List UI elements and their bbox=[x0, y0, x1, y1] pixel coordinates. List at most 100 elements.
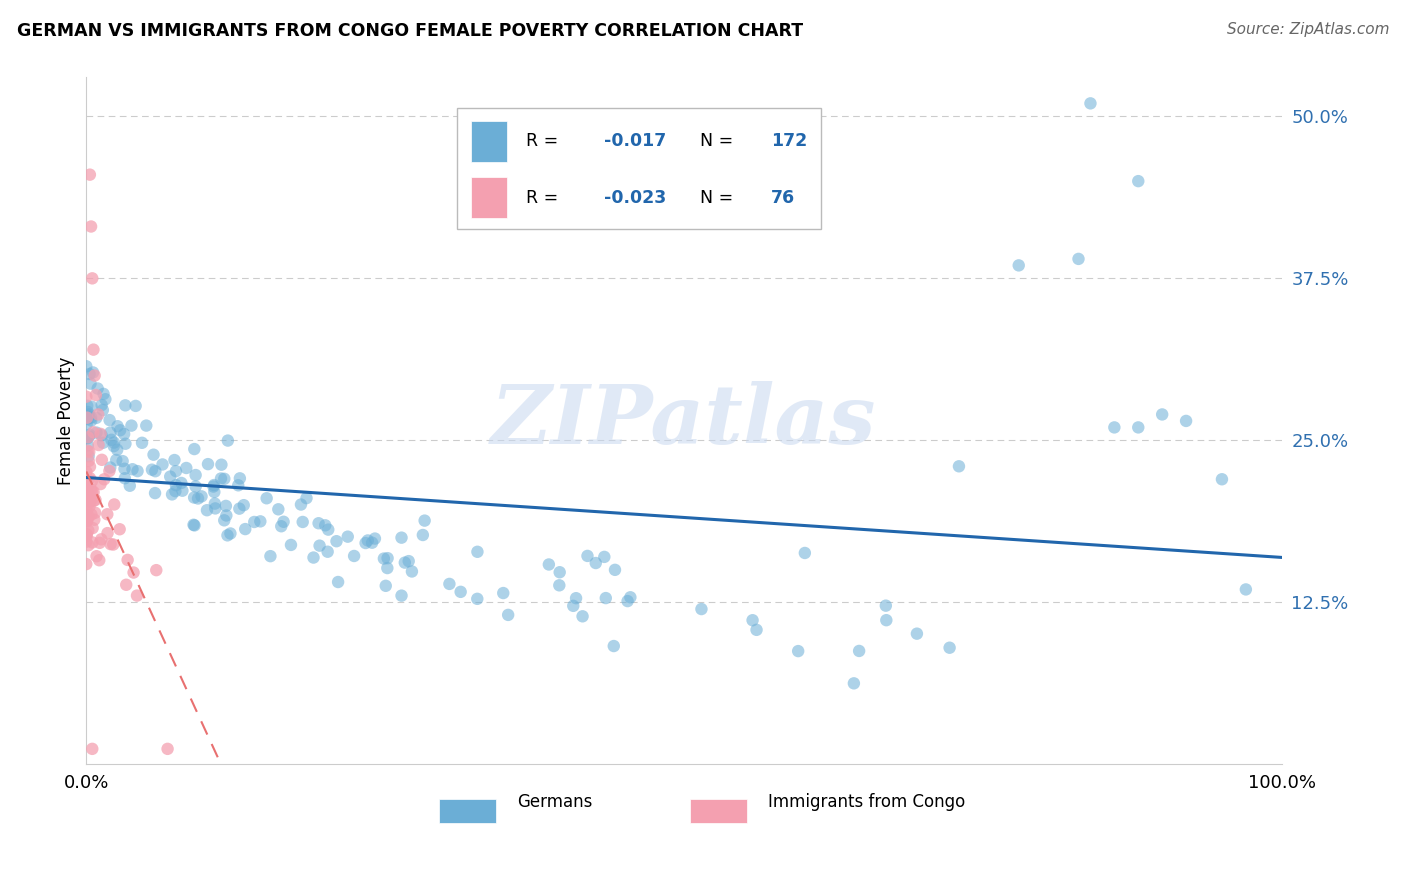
Point bbox=[76, 515, 98, 529]
Point bbox=[90, 398, 112, 412]
Point bbox=[121, 462, 143, 476]
Point bbox=[308, 516, 330, 531]
Point bbox=[75, 527, 97, 541]
Point bbox=[76, 529, 98, 543]
Point bbox=[90, 426, 112, 441]
Point bbox=[562, 599, 585, 613]
Point bbox=[93, 472, 115, 486]
Text: -0.017: -0.017 bbox=[605, 132, 666, 151]
FancyBboxPatch shape bbox=[471, 177, 508, 219]
Point bbox=[593, 549, 616, 564]
Point bbox=[83, 485, 105, 500]
Point bbox=[209, 458, 232, 472]
Point bbox=[76, 481, 98, 495]
Y-axis label: Female Poverty: Female Poverty bbox=[58, 357, 75, 485]
Point bbox=[77, 445, 100, 459]
Point bbox=[215, 499, 238, 513]
Point bbox=[374, 579, 396, 593]
Point bbox=[77, 409, 100, 423]
Point bbox=[82, 742, 104, 756]
Point bbox=[1008, 259, 1031, 273]
Point bbox=[357, 533, 380, 548]
Point bbox=[183, 517, 205, 532]
Point bbox=[184, 479, 207, 493]
Point bbox=[77, 411, 100, 425]
FancyBboxPatch shape bbox=[471, 120, 508, 162]
Point bbox=[103, 498, 125, 512]
Point bbox=[80, 219, 103, 234]
Point bbox=[217, 528, 239, 542]
Point bbox=[82, 271, 104, 285]
Text: Source: ZipAtlas.com: Source: ZipAtlas.com bbox=[1226, 22, 1389, 37]
Point bbox=[77, 454, 100, 468]
Point bbox=[75, 483, 97, 498]
Point bbox=[170, 475, 193, 490]
Point bbox=[215, 508, 238, 523]
Point bbox=[79, 376, 101, 391]
Point bbox=[1128, 420, 1150, 434]
Point bbox=[267, 502, 290, 516]
Point bbox=[316, 545, 339, 559]
Point bbox=[89, 553, 111, 567]
Point bbox=[98, 425, 121, 440]
Point bbox=[183, 518, 205, 533]
Point bbox=[114, 471, 136, 485]
Point bbox=[94, 392, 117, 407]
Point bbox=[875, 613, 897, 627]
Point bbox=[77, 538, 100, 552]
FancyBboxPatch shape bbox=[690, 798, 748, 823]
Point bbox=[80, 413, 103, 427]
Point bbox=[103, 537, 125, 551]
Point bbox=[163, 453, 186, 467]
Point bbox=[135, 418, 157, 433]
Point bbox=[103, 439, 125, 453]
Point bbox=[77, 429, 100, 443]
Point bbox=[117, 553, 139, 567]
Point bbox=[83, 493, 105, 508]
Point bbox=[108, 423, 131, 437]
Point bbox=[1175, 414, 1198, 428]
Point bbox=[82, 491, 104, 506]
Point bbox=[76, 509, 98, 524]
Point bbox=[548, 566, 571, 580]
Point bbox=[228, 501, 250, 516]
Point bbox=[142, 448, 165, 462]
Point bbox=[159, 469, 181, 483]
Point bbox=[226, 478, 249, 492]
Point bbox=[184, 468, 207, 483]
Point bbox=[398, 554, 420, 568]
Point bbox=[76, 511, 98, 525]
Point bbox=[120, 418, 142, 433]
Point bbox=[77, 449, 100, 463]
Point bbox=[842, 676, 865, 690]
Point bbox=[537, 558, 560, 572]
Point bbox=[316, 523, 339, 537]
Point bbox=[273, 515, 295, 529]
Text: 172: 172 bbox=[772, 132, 807, 151]
Point bbox=[82, 366, 104, 380]
Point bbox=[195, 503, 218, 517]
Point bbox=[690, 602, 713, 616]
Point bbox=[89, 536, 111, 550]
Text: N =: N = bbox=[700, 189, 738, 207]
Point bbox=[354, 536, 377, 550]
Point bbox=[87, 408, 110, 422]
Point bbox=[76, 513, 98, 527]
Point bbox=[314, 518, 336, 533]
Text: Germans: Germans bbox=[516, 793, 592, 811]
Point bbox=[98, 464, 121, 478]
Text: ZIPatlas: ZIPatlas bbox=[491, 381, 877, 461]
Point bbox=[80, 410, 103, 425]
Point bbox=[77, 524, 100, 538]
Point bbox=[77, 508, 100, 523]
Point bbox=[124, 399, 146, 413]
Point bbox=[96, 526, 118, 541]
Point bbox=[76, 485, 98, 500]
Point bbox=[80, 483, 103, 497]
Point bbox=[394, 556, 416, 570]
Point bbox=[202, 479, 225, 493]
Point bbox=[270, 519, 292, 533]
Point bbox=[76, 431, 98, 445]
Point bbox=[84, 388, 107, 402]
Point bbox=[114, 398, 136, 412]
